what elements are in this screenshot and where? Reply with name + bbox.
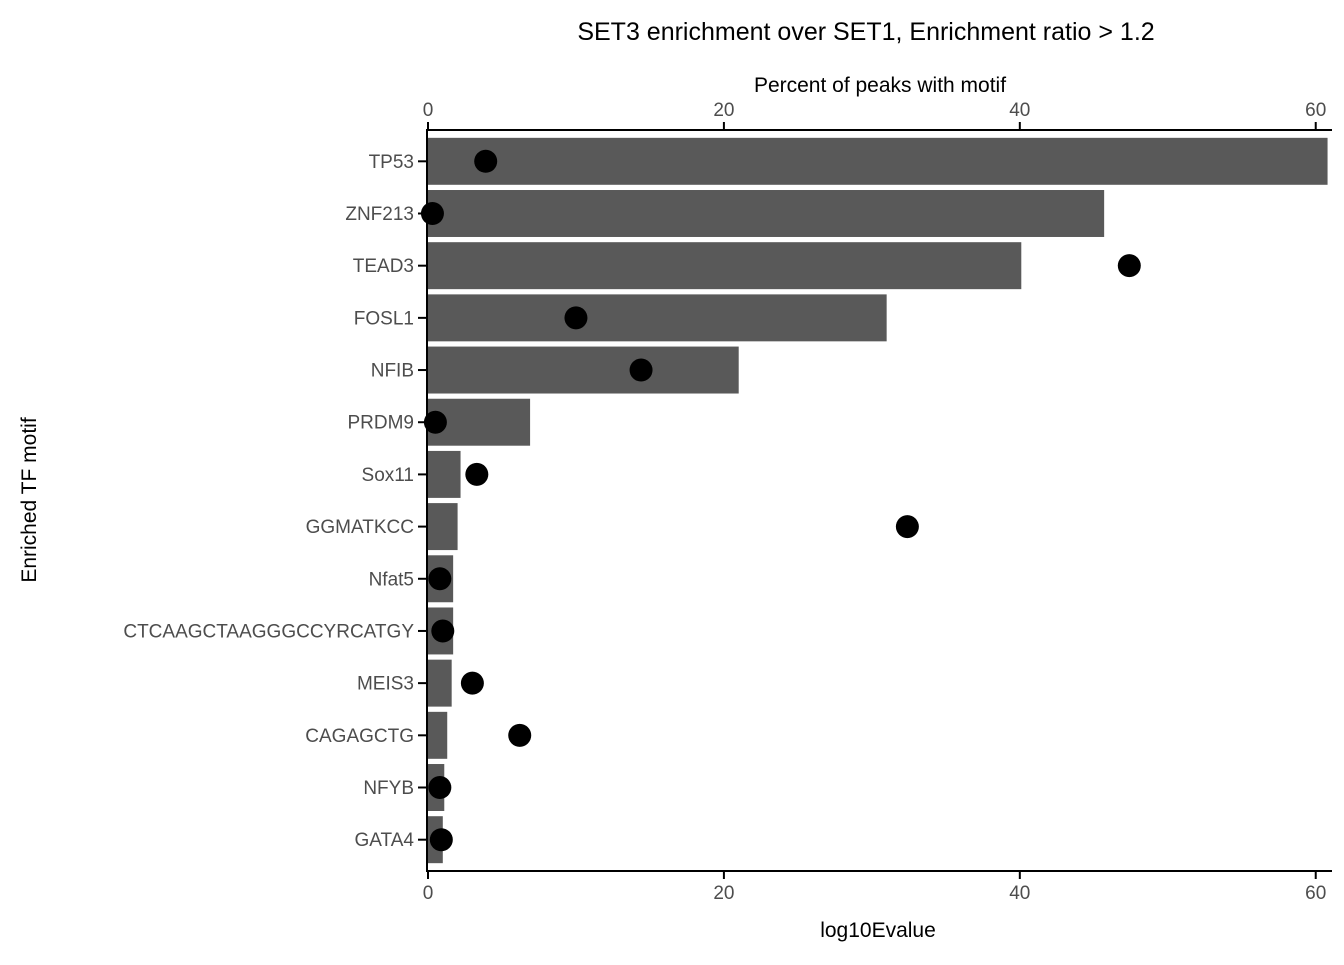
top-x-tick-label: 60 bbox=[1305, 100, 1326, 121]
bottom-x-tick-label: 20 bbox=[713, 883, 734, 904]
bottom-x-tick-label: 40 bbox=[1009, 883, 1030, 904]
y-category-label: CAGAGCTG bbox=[305, 726, 414, 747]
bar-TEAD3 bbox=[428, 242, 1022, 290]
dot-ZNF213 bbox=[420, 201, 444, 225]
dot-NFYB bbox=[428, 776, 452, 800]
chart-title: SET3 enrichment over SET1, Enrichment ra… bbox=[577, 18, 1154, 46]
bar-FOSL1 bbox=[428, 294, 887, 342]
y-category-label: NFYB bbox=[363, 778, 414, 799]
y-category-label: ZNF213 bbox=[345, 204, 414, 225]
dot-NFIB bbox=[629, 358, 653, 382]
bar-CAGAGCTG bbox=[428, 711, 448, 759]
plot-panel: 0 0 20 20 40 40 60 60 TP53 ZNF213 TEAD3 FOSL1 NFIB PR… bbox=[123, 100, 1332, 904]
bar-GGMATKCC bbox=[428, 503, 458, 551]
dot-MEIS3 bbox=[460, 671, 484, 695]
dot-TP53 bbox=[474, 149, 498, 173]
y-category-label: Sox11 bbox=[362, 465, 414, 486]
y-category-label: Nfat5 bbox=[369, 569, 414, 590]
dot-TEAD3 bbox=[1117, 254, 1141, 278]
y-axis-title: Enriched TF motif bbox=[18, 417, 41, 582]
top-axis-title: Percent of peaks with motif bbox=[754, 74, 1006, 97]
y-category-label: PRDM9 bbox=[347, 413, 414, 434]
dot-FOSL1 bbox=[564, 306, 588, 330]
y-category-label: TEAD3 bbox=[353, 256, 414, 277]
y-category-label: TP53 bbox=[369, 152, 414, 173]
bar-MEIS3 bbox=[428, 659, 452, 707]
y-category-label: NFIB bbox=[371, 361, 414, 382]
bar-ZNF213 bbox=[428, 190, 1105, 237]
y-category-label: GATA4 bbox=[355, 830, 415, 851]
bottom-x-tick-label: 0 bbox=[423, 883, 434, 904]
bar-TP53 bbox=[428, 137, 1328, 185]
bottom-x-tick-label: 60 bbox=[1305, 883, 1326, 904]
top-x-tick-label: 20 bbox=[713, 100, 734, 121]
bottom-axis-title: log10Evalue bbox=[820, 919, 936, 942]
dot-CTCAAGCTAAGGGCCYRCATGY bbox=[431, 619, 455, 643]
y-category-label: GGMATKCC bbox=[306, 517, 414, 538]
y-category-label: CTCAAGCTAAGGGCCYRCATGY bbox=[123, 621, 414, 642]
dot-GGMATKCC bbox=[895, 515, 919, 539]
dot-GATA4 bbox=[429, 828, 453, 852]
dot-Sox11 bbox=[465, 462, 489, 486]
dot-Nfat5 bbox=[428, 567, 452, 591]
y-category-label: MEIS3 bbox=[357, 674, 414, 695]
y-category-label: FOSL1 bbox=[354, 308, 414, 329]
bar-NFIB bbox=[428, 346, 739, 394]
dot-PRDM9 bbox=[423, 410, 447, 434]
bar-Sox11 bbox=[428, 450, 461, 498]
top-x-tick-label: 0 bbox=[423, 100, 434, 121]
dot-CAGAGCTG bbox=[508, 723, 532, 747]
top-x-tick-label: 40 bbox=[1009, 100, 1030, 121]
